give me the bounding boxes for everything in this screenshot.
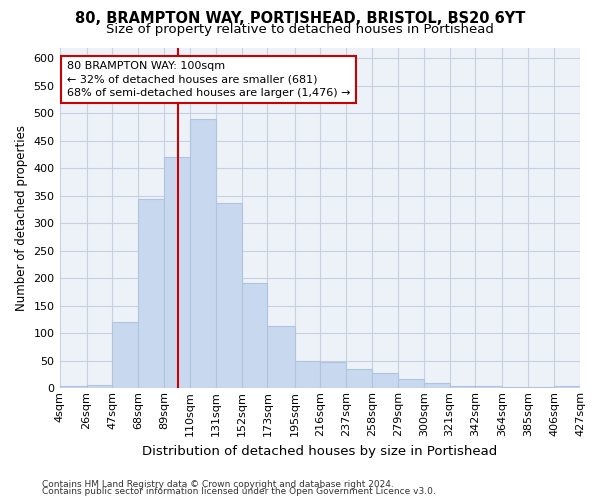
Text: Contains public sector information licensed under the Open Government Licence v3: Contains public sector information licen… [42, 487, 436, 496]
Bar [449, 386, 475, 388]
Text: Size of property relative to detached houses in Portishead: Size of property relative to detached ho… [106, 22, 494, 36]
Text: Contains HM Land Registry data © Crown copyright and database right 2024.: Contains HM Land Registry data © Crown c… [42, 480, 394, 489]
Bar [138, 198, 164, 388]
Bar [190, 119, 216, 388]
Bar [320, 362, 346, 388]
Bar [398, 379, 424, 388]
Bar [268, 326, 295, 388]
Bar [112, 322, 138, 388]
Bar [529, 387, 554, 388]
Bar [346, 369, 372, 388]
Bar [502, 386, 529, 388]
Bar [475, 386, 502, 388]
Text: 80 BRAMPTON WAY: 100sqm
← 32% of detached houses are smaller (681)
68% of semi-d: 80 BRAMPTON WAY: 100sqm ← 32% of detache… [67, 61, 350, 98]
Text: 80, BRAMPTON WAY, PORTISHEAD, BRISTOL, BS20 6YT: 80, BRAMPTON WAY, PORTISHEAD, BRISTOL, B… [75, 11, 525, 26]
Bar [424, 383, 449, 388]
X-axis label: Distribution of detached houses by size in Portishead: Distribution of detached houses by size … [142, 444, 497, 458]
Bar [216, 203, 242, 388]
Bar [59, 386, 86, 388]
Bar [242, 282, 268, 389]
Bar [164, 158, 190, 388]
Bar [295, 361, 320, 388]
Bar [86, 385, 112, 388]
Y-axis label: Number of detached properties: Number of detached properties [15, 125, 28, 311]
Bar [554, 386, 580, 388]
Bar [372, 374, 398, 388]
